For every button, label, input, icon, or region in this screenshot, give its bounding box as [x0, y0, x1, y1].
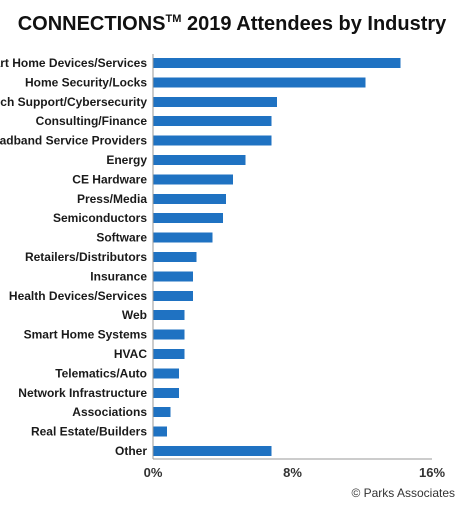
chart-title-trademark: TM — [166, 13, 182, 25]
bar-smart-home-systems — [153, 329, 185, 340]
source-label: © Parks Associates — [351, 486, 455, 500]
bars-layer — [153, 58, 401, 456]
bar-network-infrastructure — [153, 387, 180, 398]
category-label: Broadband Service Providers — [0, 134, 147, 148]
x-tick-label: 8% — [283, 465, 302, 480]
category-label: Energy — [106, 153, 147, 167]
category-label: Web — [122, 308, 147, 322]
bar-insurance — [153, 271, 194, 282]
chart-title: CONNECTIONSTM 2019 Attendees by Industry — [18, 13, 447, 35]
category-label: Health Devices/Services — [9, 289, 147, 303]
bar-retailers-distributors — [153, 252, 197, 262]
category-label: Semiconductors — [53, 211, 147, 225]
bar-software — [153, 232, 213, 243]
category-label: Telematics/Auto — [55, 366, 147, 380]
chart-title-rest: 2019 Attendees by Industry — [181, 13, 447, 35]
x-tick-label: 16% — [419, 465, 445, 480]
bar-associations — [153, 407, 171, 418]
category-label: Consulting/Finance — [36, 114, 148, 128]
x-tick-label: 0% — [144, 465, 163, 480]
category-label: Press/Media — [77, 192, 147, 206]
bar-consulting-finance — [153, 116, 272, 127]
category-label: HVAC — [114, 347, 147, 361]
category-label: Software — [96, 231, 147, 245]
bar-other — [153, 446, 272, 456]
category-label: Tech Support/Cybersecurity — [0, 95, 147, 109]
x-axis-ticks: 0% 8% 16% — [144, 54, 445, 480]
bar-semiconductors — [153, 213, 223, 224]
category-label: CE Hardware — [72, 172, 147, 186]
category-label: Home Security/Locks — [25, 75, 147, 89]
category-labels: Smart Home Devices/Services Home Security… — [0, 56, 147, 458]
bar-smart-home-devices-services — [153, 58, 401, 68]
bar-ce-hardware — [153, 174, 234, 185]
category-label: Smart Home Devices/Services — [0, 56, 147, 70]
bar-web — [153, 310, 185, 321]
category-label: Smart Home Systems — [24, 328, 148, 342]
bar-broadband-service-providers — [153, 135, 272, 146]
category-label: Insurance — [90, 269, 147, 283]
bar-telematics-auto — [153, 368, 180, 379]
bar-hvac — [153, 349, 185, 359]
bar-energy — [153, 155, 246, 165]
bar-tech-support-cybersecurity — [153, 96, 277, 107]
bar-press-media — [153, 193, 227, 204]
category-label: Other — [115, 444, 147, 458]
category-label: Associations — [72, 405, 147, 419]
bar-real-estate-builders — [153, 426, 167, 437]
category-label: Real Estate/Builders — [31, 425, 147, 439]
chart-title-main: CONNECTIONS — [18, 13, 166, 35]
category-label: Retailers/Distributors — [25, 250, 147, 264]
category-label: Network Infrastructure — [18, 386, 147, 400]
bar-health-devices-services — [153, 290, 194, 301]
bar-home-security-locks — [153, 77, 366, 88]
